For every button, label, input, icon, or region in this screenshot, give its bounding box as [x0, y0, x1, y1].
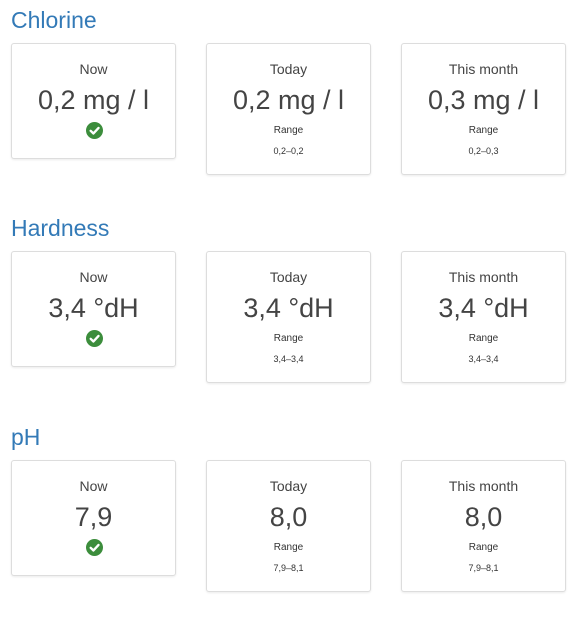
card-label: This month	[448, 478, 519, 494]
card-today: Today 8,0 Range 7,9–8,1	[206, 460, 371, 592]
card-value: 8,0	[269, 502, 308, 532]
card-label: Today	[269, 478, 308, 494]
range-value: 0,2–0,3	[468, 146, 499, 156]
card-today: Today 0,2 mg / l Range 0,2–0,2	[206, 43, 371, 175]
card-label: Now	[79, 61, 108, 77]
card-this-month: This month 0,3 mg / l Range 0,2–0,3	[401, 43, 566, 175]
range-label: Range	[273, 125, 304, 136]
card-value: 8,0	[464, 502, 503, 532]
range-value: 3,4–3,4	[273, 354, 304, 364]
card-value: 0,2 mg / l	[37, 85, 150, 115]
card-value: 3,4 °dH	[243, 293, 334, 323]
section-title: pH	[11, 424, 41, 450]
section-title: Hardness	[11, 215, 110, 241]
check-circle-icon	[85, 330, 103, 347]
range-label: Range	[468, 542, 499, 553]
range-label: Range	[273, 333, 304, 344]
card-this-month: This month 3,4 °dH Range 3,4–3,4	[401, 251, 566, 383]
range-value: 3,4–3,4	[468, 354, 499, 364]
card-value: 3,4 °dH	[438, 293, 529, 323]
range-label: Range	[273, 542, 304, 553]
check-circle-icon	[85, 539, 103, 556]
card-value: 0,2 mg / l	[232, 85, 345, 115]
card-label: Now	[79, 478, 108, 494]
card-value: 0,3 mg / l	[427, 85, 540, 115]
range-label: Range	[468, 125, 499, 136]
card-value: 7,9	[74, 502, 113, 532]
card-label: Now	[79, 269, 108, 285]
card-this-month: This month 8,0 Range 7,9–8,1	[401, 460, 566, 592]
card-now: Now 7,9	[11, 460, 176, 576]
card-now: Now 0,2 mg / l	[11, 43, 176, 159]
range-value: 7,9–8,1	[468, 563, 499, 573]
check-circle-icon	[85, 122, 103, 139]
card-label: This month	[448, 61, 519, 77]
card-today: Today 3,4 °dH Range 3,4–3,4	[206, 251, 371, 383]
card-label: This month	[448, 269, 519, 285]
range-value: 7,9–8,1	[273, 563, 304, 573]
card-label: Today	[269, 269, 308, 285]
card-label: Today	[269, 61, 308, 77]
range-value: 0,2–0,2	[273, 146, 304, 156]
card-value: 3,4 °dH	[48, 293, 139, 323]
card-now: Now 3,4 °dH	[11, 251, 176, 367]
section-title: Chlorine	[11, 7, 97, 33]
range-label: Range	[468, 333, 499, 344]
